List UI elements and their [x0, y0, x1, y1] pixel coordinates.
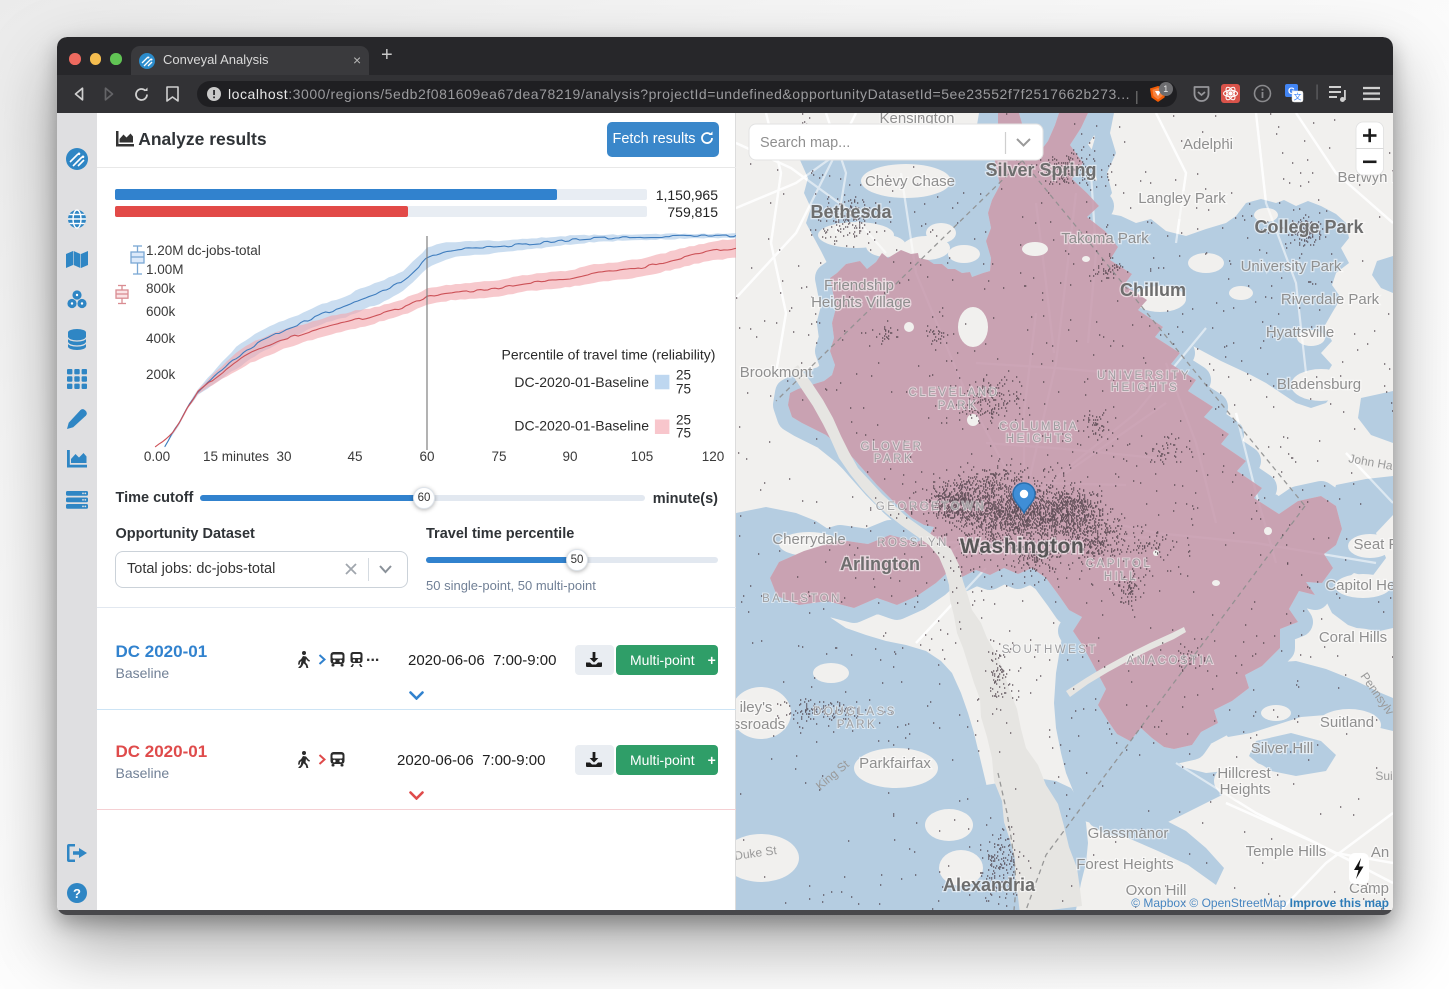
svg-text:DOUGLASS: DOUGLASS: [813, 706, 897, 718]
svg-text:Silver Spring: Silver Spring: [985, 160, 1096, 180]
svg-text:Cherrydale: Cherrydale: [772, 531, 845, 548]
svg-text:UNIVERSITY: UNIVERSITY: [1097, 370, 1191, 382]
svg-text:DC-2020-01-Baseline: DC-2020-01-Baseline: [514, 374, 649, 390]
svg-text:Hillcrest: Hillcrest: [1217, 765, 1271, 782]
svg-text:Hyattsville: Hyattsville: [1266, 324, 1334, 341]
svg-text:Takoma Park: Takoma Park: [1061, 230, 1149, 247]
svg-text:1.20M dc-jobs-total: 1.20M dc-jobs-total: [146, 243, 261, 258]
svg-text:PARK: PARK: [837, 719, 877, 731]
svg-text:15 minutes: 15 minutes: [203, 449, 269, 464]
svg-text:?: ?: [73, 886, 81, 901]
svg-text:Langley Park: Langley Park: [1138, 190, 1226, 207]
svg-text:Search map...: Search map...: [760, 135, 850, 151]
svg-text:© Mapbox © OpenStreetMap Impro: © Mapbox © OpenStreetMap Improve this ma…: [1131, 896, 1389, 910]
svg-text:University Park: University Park: [1241, 258, 1342, 275]
svg-text:Temple Hills: Temple Hills: [1246, 843, 1327, 860]
svg-text:Washington: Washington: [960, 535, 1084, 558]
svg-text:Chillum: Chillum: [1120, 280, 1186, 300]
svg-text:Sui: Sui: [1375, 769, 1392, 783]
svg-text:800k: 800k: [146, 281, 176, 296]
svg-text:Glassmanor: Glassmanor: [1088, 825, 1169, 842]
svg-text:Brookmont: Brookmont: [740, 364, 813, 381]
svg-text:Capitol Hei: Capitol Hei: [1325, 577, 1393, 594]
svg-text:1.00M: 1.00M: [146, 262, 184, 277]
svg-text:Bethesda: Bethesda: [810, 202, 892, 222]
svg-text:75: 75: [491, 449, 506, 464]
svg-text:75: 75: [676, 382, 691, 397]
svg-text:PARK: PARK: [874, 453, 914, 465]
svg-text:College Park: College Park: [1254, 217, 1364, 237]
svg-text:0.00: 0.00: [144, 449, 170, 464]
svg-text:90: 90: [562, 449, 577, 464]
svg-text:Alexandria: Alexandria: [943, 875, 1036, 895]
svg-text:Seat P: Seat P: [1353, 536, 1393, 553]
svg-text:Heights: Heights: [1220, 781, 1271, 798]
svg-text:25: 25: [676, 413, 691, 428]
svg-text:25: 25: [676, 368, 691, 383]
svg-text:Parkfairfax: Parkfairfax: [859, 755, 931, 772]
svg-text:75: 75: [676, 426, 691, 441]
svg-text:ssroads: ssroads: [736, 716, 785, 733]
svg-text:PARK: PARK: [938, 400, 978, 412]
svg-text:CAPITOL: CAPITOL: [1086, 558, 1153, 570]
svg-text:Arlington: Arlington: [840, 554, 920, 574]
svg-text:An: An: [1371, 844, 1389, 861]
svg-text:HEIGHTS: HEIGHTS: [1111, 382, 1180, 394]
svg-text:CLEVELAND: CLEVELAND: [909, 387, 1000, 399]
svg-text:45: 45: [347, 449, 362, 464]
svg-text:60: 60: [419, 449, 434, 464]
svg-text:600k: 600k: [146, 304, 176, 319]
svg-text:ANACOSTIA: ANACOSTIA: [1127, 655, 1216, 667]
svg-text:105: 105: [631, 449, 654, 464]
svg-text:HEIGHTS: HEIGHTS: [1006, 433, 1075, 445]
svg-text:BALLSTON: BALLSTON: [762, 593, 842, 605]
svg-text:HILL: HILL: [1104, 571, 1138, 583]
svg-text:iley's: iley's: [740, 699, 773, 716]
svg-text:SOUTHWEST: SOUTHWEST: [1002, 644, 1098, 656]
svg-text:Silver Hill: Silver Hill: [1251, 740, 1314, 757]
svg-text:COLUMBIA: COLUMBIA: [999, 421, 1079, 433]
svg-text:GLOVER: GLOVER: [861, 441, 924, 453]
svg-text:Bladensburg: Bladensburg: [1277, 376, 1361, 393]
svg-text:Adelphi: Adelphi: [1183, 136, 1233, 153]
svg-text:Suitland: Suitland: [1320, 714, 1374, 731]
svg-text:Duke St: Duke St: [736, 843, 778, 863]
svg-text:GEORGETOWN: GEORGETOWN: [876, 501, 986, 513]
svg-text:Percentile of travel time (rel: Percentile of travel time (reliability): [502, 347, 716, 363]
svg-text:DC-2020-01-Baseline: DC-2020-01-Baseline: [514, 418, 649, 434]
svg-text:200k: 200k: [146, 367, 176, 382]
svg-text:30: 30: [276, 449, 291, 464]
svg-text:120: 120: [702, 449, 725, 464]
svg-text:Oxon Hill: Oxon Hill: [1126, 882, 1187, 899]
svg-text:ROSSLYN: ROSSLYN: [877, 537, 949, 549]
svg-text:400k: 400k: [146, 331, 176, 346]
svg-text:文: 文: [1294, 92, 1302, 102]
svg-text:G: G: [1288, 86, 1295, 96]
svg-text:Forest Heights: Forest Heights: [1076, 856, 1174, 873]
svg-text:Chevy Chase: Chevy Chase: [865, 173, 955, 190]
svg-text:Heights Village: Heights Village: [811, 294, 911, 311]
svg-text:Riverdale Park: Riverdale Park: [1281, 291, 1380, 308]
svg-text:Friendship: Friendship: [824, 277, 894, 294]
svg-text:Coral Hills: Coral Hills: [1319, 629, 1387, 646]
